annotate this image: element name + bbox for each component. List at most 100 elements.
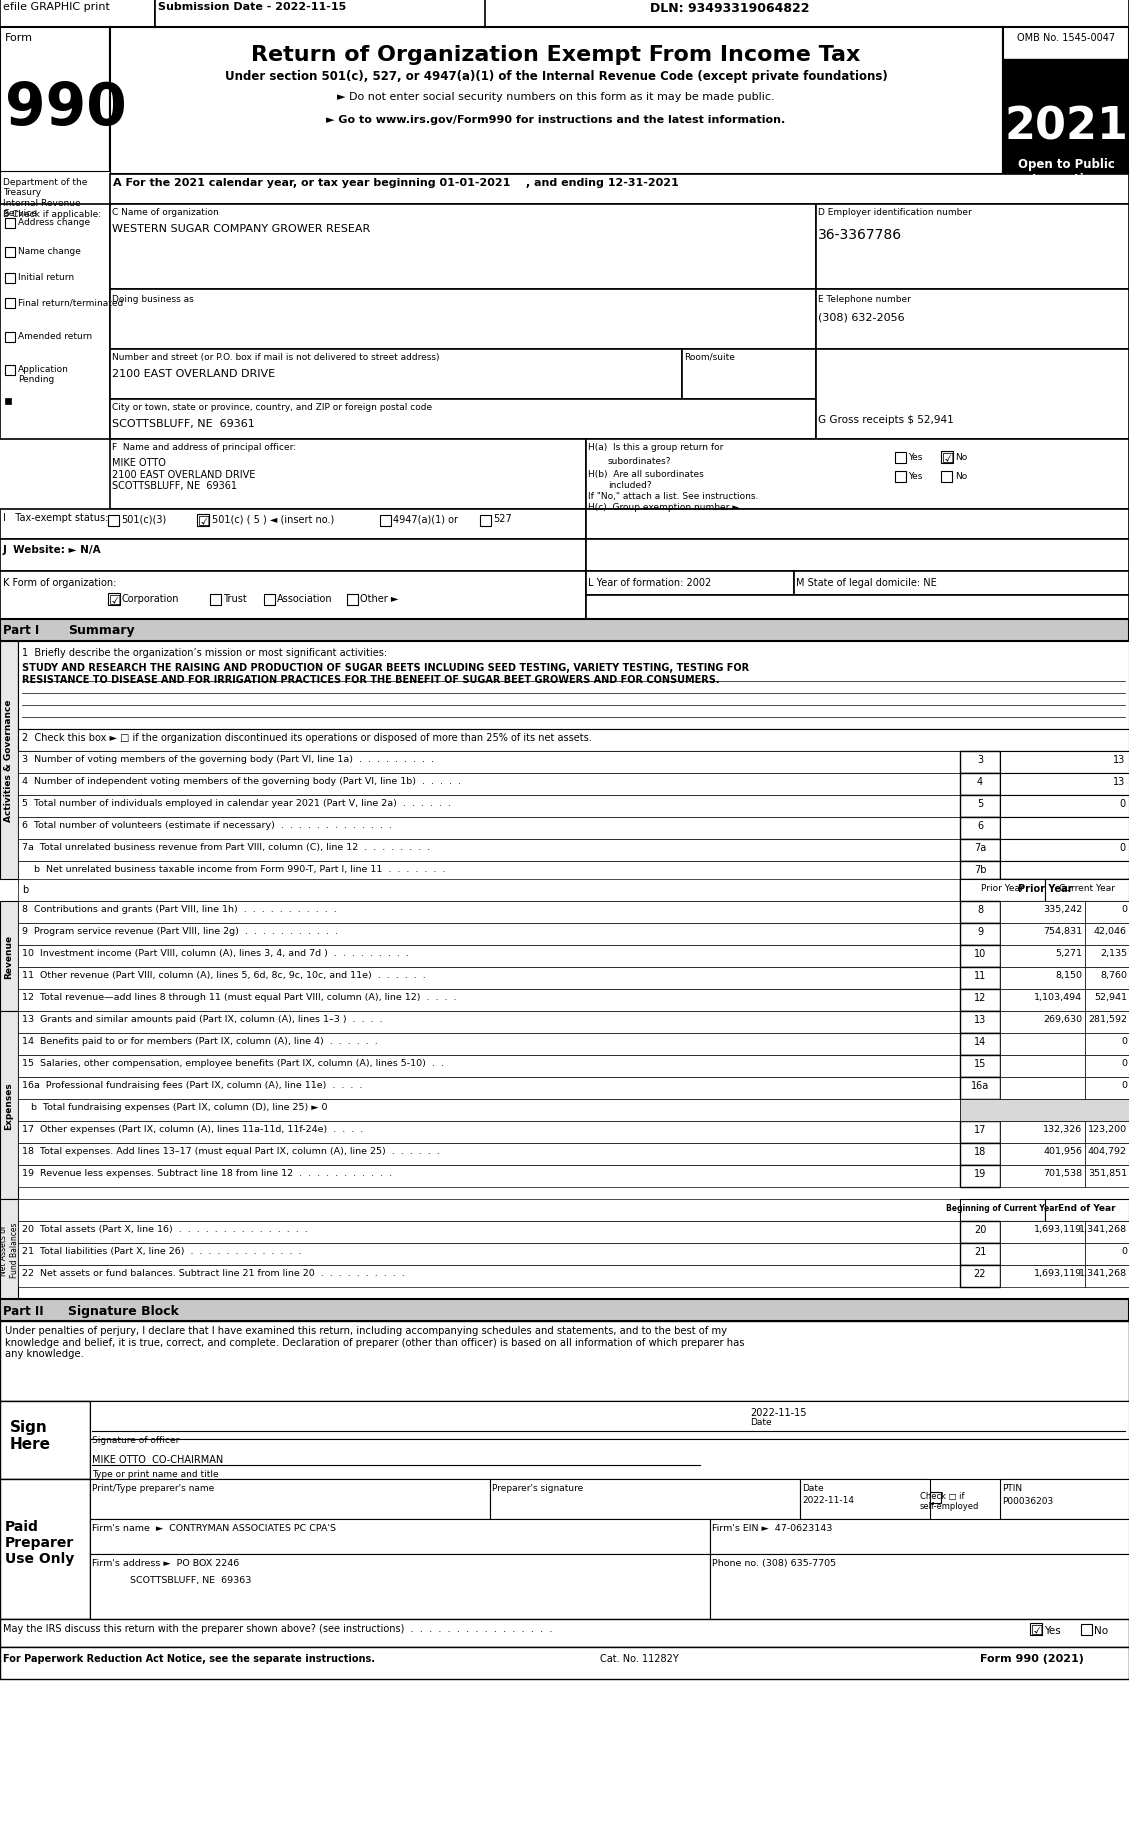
Bar <box>1000 1122 1085 1144</box>
Text: Print/Type preparer's name: Print/Type preparer's name <box>91 1482 215 1491</box>
Text: b  Total fundraising expenses (Part IX, column (D), line 25) ► 0: b Total fundraising expenses (Part IX, c… <box>21 1102 327 1111</box>
Bar <box>960 1078 1000 1100</box>
Text: Open to Public
Inspection: Open to Public Inspection <box>1017 157 1114 187</box>
Bar <box>18 902 960 924</box>
Bar <box>960 1034 1000 1056</box>
Text: 132,326: 132,326 <box>1043 1124 1082 1133</box>
Text: Form: Form <box>5 33 33 42</box>
Bar <box>18 1100 960 1122</box>
Text: 1,341,268: 1,341,268 <box>1079 1268 1127 1277</box>
Bar <box>18 1122 960 1144</box>
Bar <box>210 595 221 606</box>
Bar <box>480 516 491 527</box>
Bar <box>5 333 15 342</box>
Bar <box>1085 1034 1129 1056</box>
Bar <box>1085 968 1129 990</box>
Bar <box>0 511 586 540</box>
Bar <box>960 924 1000 946</box>
Text: 0: 0 <box>1121 1036 1127 1045</box>
Bar <box>794 571 1129 597</box>
Text: 0: 0 <box>1119 798 1124 809</box>
Text: 754,831: 754,831 <box>1043 926 1082 935</box>
Bar <box>960 1056 1000 1078</box>
Bar <box>930 1491 940 1502</box>
Bar <box>0 571 586 620</box>
Text: Submission Date - 2022-11-15: Submission Date - 2022-11-15 <box>158 2 347 13</box>
Text: 13: 13 <box>1113 754 1124 765</box>
Bar <box>18 1034 960 1056</box>
Bar <box>0 620 1129 642</box>
Bar <box>1085 1221 1129 1243</box>
Text: Part II: Part II <box>3 1305 44 1318</box>
Bar <box>18 796 960 818</box>
Text: 2021: 2021 <box>1004 104 1128 148</box>
Text: Summary: Summary <box>68 624 134 637</box>
Text: H(a)  Is this a group return for: H(a) Is this a group return for <box>588 443 724 452</box>
Bar <box>1003 60 1129 130</box>
Bar <box>18 946 960 968</box>
Bar <box>960 1012 1000 1034</box>
Bar <box>0 1012 18 1199</box>
Text: G Gross receipts $ 52,941: G Gross receipts $ 52,941 <box>819 415 954 425</box>
Bar <box>1085 1122 1129 1144</box>
Text: 12: 12 <box>974 992 987 1003</box>
Bar <box>0 1620 1129 1647</box>
Text: 2022-11-15: 2022-11-15 <box>750 1407 806 1416</box>
Text: M State of legal domicile: NE: M State of legal domicile: NE <box>796 578 937 587</box>
Text: 42,046: 42,046 <box>1094 926 1127 935</box>
Text: 8  Contributions and grants (Part VIII, line 1h)  .  .  .  .  .  .  .  .  .  .  : 8 Contributions and grants (Part VIII, l… <box>21 904 336 913</box>
Bar <box>1085 946 1129 968</box>
Bar <box>1003 128 1129 176</box>
Text: 14: 14 <box>974 1036 986 1047</box>
Text: 501(c) ( 5 ) ◄ (insert no.): 501(c) ( 5 ) ◄ (insert no.) <box>212 514 334 523</box>
Text: Firm's name  ►  CONTRYMAN ASSOCIATES PC CPA'S: Firm's name ► CONTRYMAN ASSOCIATES PC CP… <box>91 1523 336 1532</box>
Text: If "No," attach a list. See instructions.: If "No," attach a list. See instructions… <box>588 492 759 501</box>
Text: 18: 18 <box>974 1146 986 1157</box>
Text: 36-3367786: 36-3367786 <box>819 229 902 242</box>
Text: A For the 2021 calendar year, or tax year beginning 01-01-2021    , and ending 1: A For the 2021 calendar year, or tax yea… <box>113 178 679 188</box>
Text: 7a  Total unrelated business revenue from Part VIII, column (C), line 12  .  .  : 7a Total unrelated business revenue from… <box>21 842 430 851</box>
Text: 281,592: 281,592 <box>1088 1014 1127 1023</box>
Bar <box>110 289 816 350</box>
Text: Phone no. (308) 635-7705: Phone no. (308) 635-7705 <box>712 1557 837 1566</box>
Text: 0: 0 <box>1121 1058 1127 1067</box>
Text: ☑: ☑ <box>1031 1623 1043 1638</box>
Bar <box>18 840 960 862</box>
Bar <box>108 516 119 527</box>
Text: 4  Number of independent voting members of the governing body (Part VI, line 1b): 4 Number of independent voting members o… <box>21 776 461 785</box>
Text: WESTERN SUGAR COMPANY GROWER RESEAR: WESTERN SUGAR COMPANY GROWER RESEAR <box>112 223 370 234</box>
Text: ► Do not enter social security numbers on this form as it may be made public.: ► Do not enter social security numbers o… <box>338 92 774 102</box>
Text: 4947(a)(1) or: 4947(a)(1) or <box>393 514 458 523</box>
Bar <box>1085 1056 1129 1078</box>
Text: Under section 501(c), 527, or 4947(a)(1) of the Internal Revenue Code (except pr: Under section 501(c), 527, or 4947(a)(1)… <box>225 70 887 82</box>
Bar <box>18 1056 960 1078</box>
Bar <box>110 205 816 289</box>
Text: 1,341,268: 1,341,268 <box>1079 1224 1127 1233</box>
Text: 701,538: 701,538 <box>1043 1168 1082 1177</box>
Bar <box>1085 1243 1129 1265</box>
Text: 1,693,119: 1,693,119 <box>1034 1224 1082 1233</box>
Text: 12  Total revenue—add lines 8 through 11 (must equal Part VIII, column (A), line: 12 Total revenue—add lines 8 through 11 … <box>21 992 456 1001</box>
Bar <box>90 1479 490 1519</box>
Bar <box>155 0 485 27</box>
Bar <box>1085 1012 1129 1034</box>
Bar <box>1000 1012 1085 1034</box>
Text: Under penalties of perjury, I declare that I have examined this return, includin: Under penalties of perjury, I declare th… <box>5 1325 744 1358</box>
Bar <box>1000 1166 1085 1188</box>
Text: 5  Total number of individuals employed in calendar year 2021 (Part V, line 2a) : 5 Total number of individuals employed i… <box>21 798 450 807</box>
Text: Activities & Governance: Activities & Governance <box>5 699 14 822</box>
Bar <box>0 1479 90 1620</box>
Bar <box>586 597 1129 620</box>
Bar <box>90 1402 1129 1438</box>
Text: Name change: Name change <box>18 247 81 256</box>
Text: 8: 8 <box>977 904 983 915</box>
Bar <box>1085 1144 1129 1166</box>
Bar <box>5 274 15 284</box>
Bar <box>1085 990 1129 1012</box>
Text: 5: 5 <box>977 798 983 809</box>
Bar <box>816 350 1129 439</box>
Text: 13: 13 <box>974 1014 986 1025</box>
Text: H(b)  Are all subordinates: H(b) Are all subordinates <box>588 470 703 479</box>
Bar <box>18 1199 960 1221</box>
Text: L Year of formation: 2002: L Year of formation: 2002 <box>588 578 711 587</box>
